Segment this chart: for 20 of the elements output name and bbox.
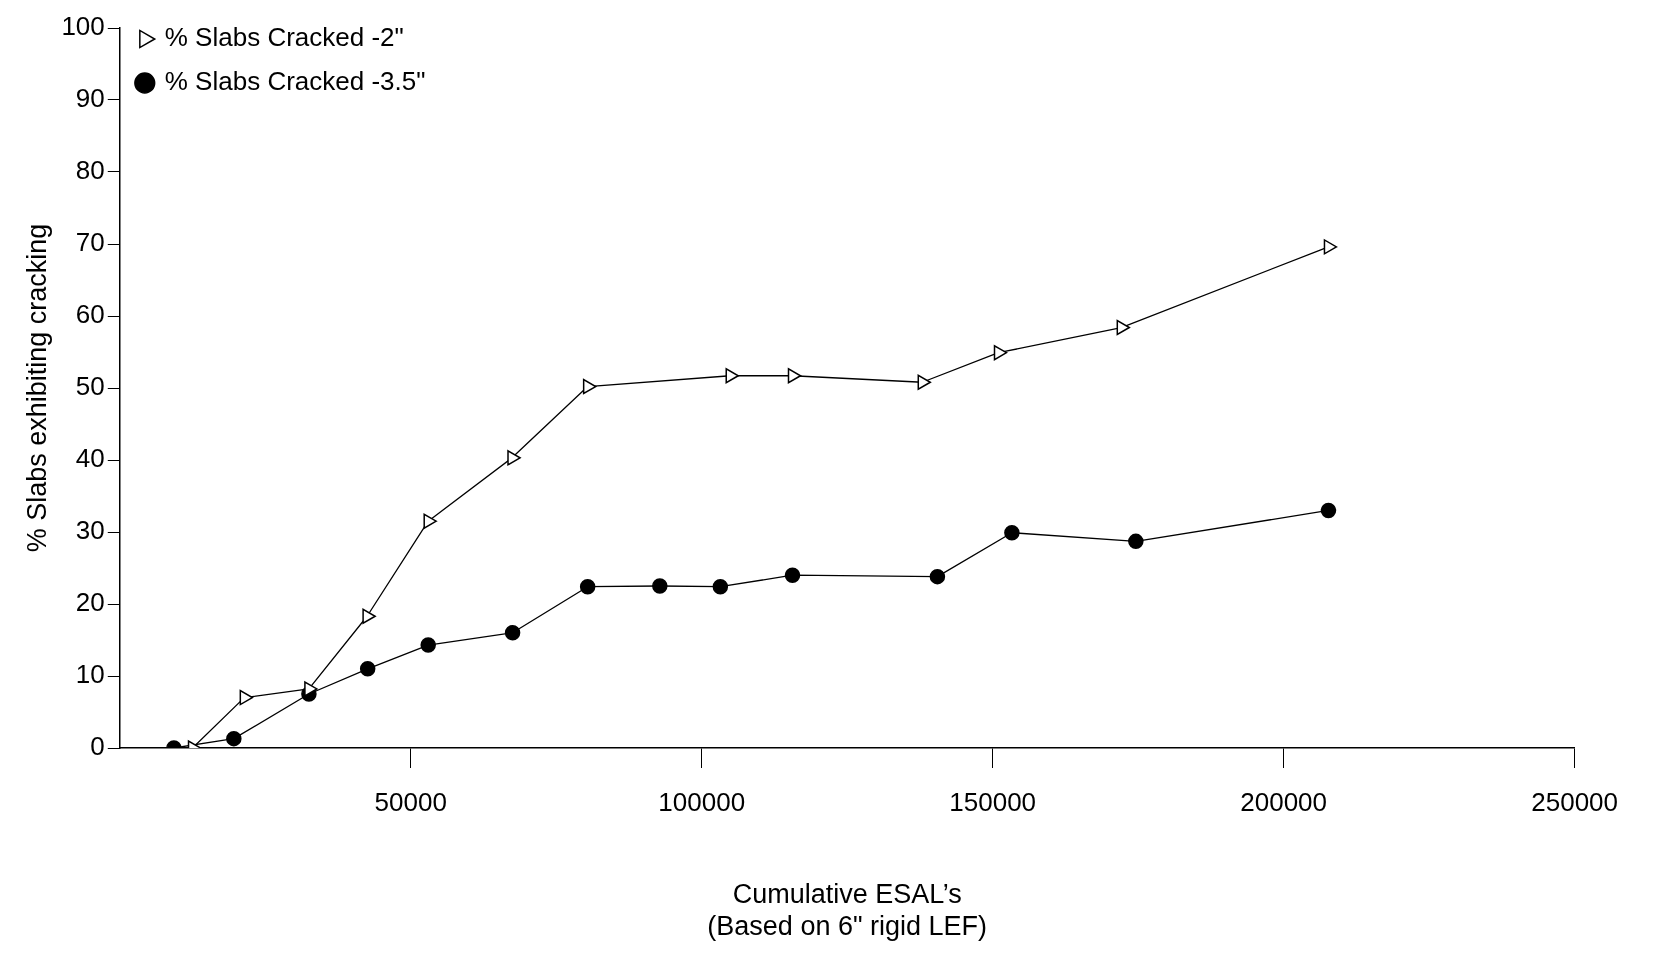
y-tick-label: 60 xyxy=(75,299,105,330)
y-tick-label: 30 xyxy=(75,515,105,546)
x-tick-label: 50000 xyxy=(374,786,447,817)
y-tick-label: 40 xyxy=(75,443,105,474)
y-tick-label: 50 xyxy=(75,371,105,402)
y-axis-title: % Slabs exhibiting cracking xyxy=(21,223,52,553)
x-tick-label: 250000 xyxy=(1531,786,1618,817)
y-tick-label: 80 xyxy=(75,155,105,186)
y-tick-label: 0 xyxy=(90,731,105,762)
x-tick-label: 200000 xyxy=(1240,786,1328,817)
y-tick-label: 20 xyxy=(75,587,105,618)
y-tick-label: 90 xyxy=(75,83,105,114)
legend-label: % Slabs Cracked -3.5" xyxy=(164,66,426,97)
x-axis-title: Cumulative ESAL’s (Based on 6" rigid LEF) xyxy=(707,878,988,942)
legend-label: % Slabs Cracked -2" xyxy=(164,22,404,53)
x-tick-label: 150000 xyxy=(949,786,1037,817)
y-tick-label: 70 xyxy=(75,227,105,258)
x-tick-label: 100000 xyxy=(658,786,746,817)
y-tick-label: 100 xyxy=(61,11,105,42)
y-tick-label: 10 xyxy=(75,659,105,690)
